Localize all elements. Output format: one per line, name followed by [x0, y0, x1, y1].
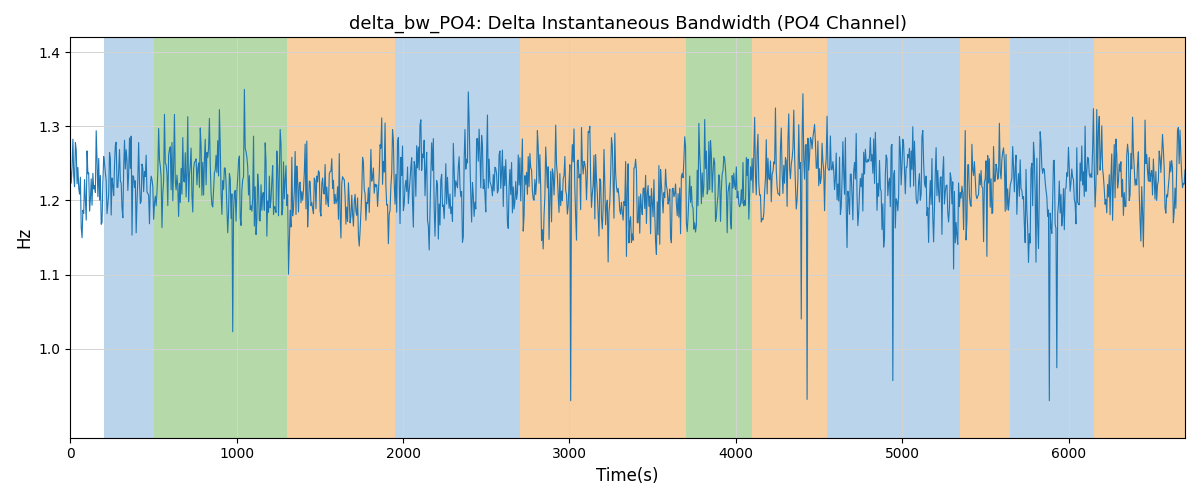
Bar — [752, 38, 827, 438]
Bar — [287, 38, 395, 438]
Bar — [1010, 38, 1093, 438]
Bar — [960, 38, 1010, 438]
Bar — [686, 38, 752, 438]
Bar — [827, 38, 960, 438]
Bar — [103, 38, 154, 438]
Y-axis label: Hz: Hz — [14, 227, 32, 248]
Bar — [494, 38, 520, 438]
Title: delta_bw_PO4: Delta Instantaneous Bandwidth (PO4 Channel): delta_bw_PO4: Delta Instantaneous Bandwi… — [349, 15, 907, 34]
Bar — [154, 38, 287, 438]
Bar — [395, 38, 494, 438]
Bar — [1093, 38, 1186, 438]
Bar — [520, 38, 686, 438]
X-axis label: Time(s): Time(s) — [596, 467, 659, 485]
